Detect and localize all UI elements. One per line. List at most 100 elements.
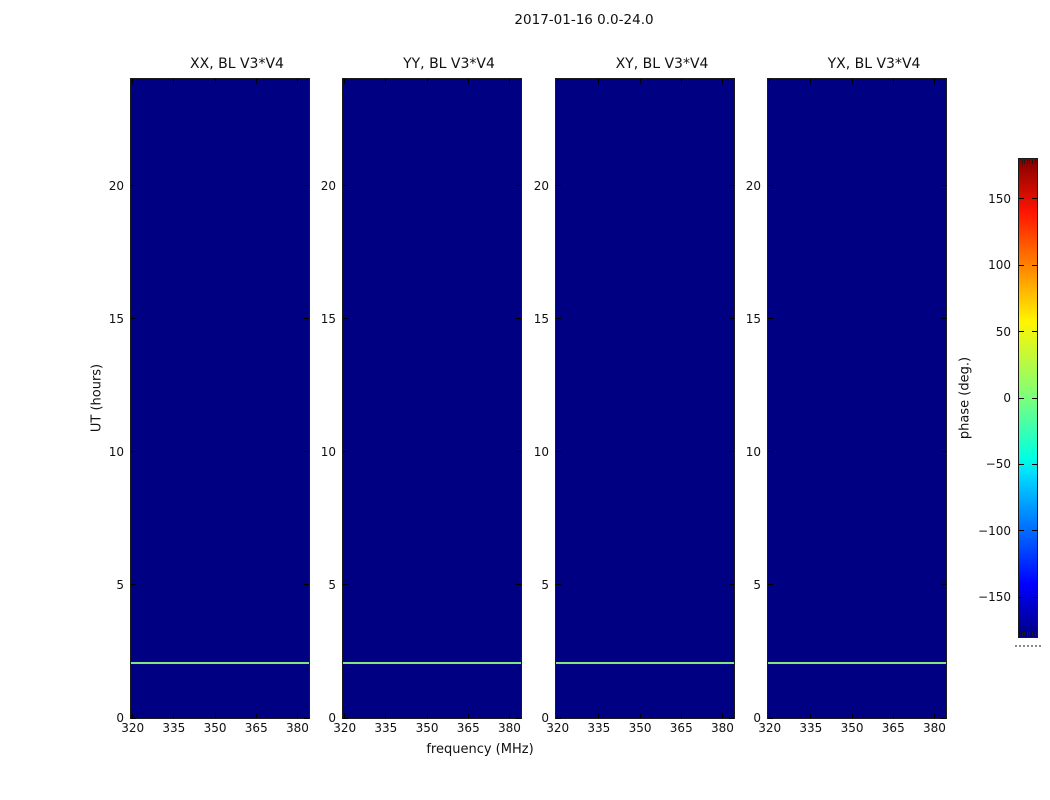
heatmap-panel [130,78,310,719]
tick-mark [1019,596,1024,598]
tick-mark [556,318,561,320]
tick-mark [598,79,600,84]
tick-mark [639,79,641,84]
panel-title: YY, BL V3*V4 [403,56,495,72]
colorbar-end-mark [1034,632,1036,636]
tick-mark [304,451,309,453]
x-tick-label: 320 [333,721,357,735]
tick-mark [810,713,812,718]
x-tick-label: 320 [121,721,145,735]
tick-mark [1019,463,1024,465]
tick-mark [941,717,946,719]
tick-mark [1019,397,1024,399]
tick-mark [516,584,521,586]
tick-mark [729,584,734,586]
y-tick-label: 20 [745,178,761,193]
phase-line [131,661,309,665]
tick-mark [385,713,387,718]
tick-mark [304,185,309,186]
x-tick-label: 365 [244,721,268,735]
colorbar-tick-label: 0 [1003,391,1011,405]
y-tick-label: 0 [541,711,549,725]
tick-mark [729,717,734,719]
y-tick-label: 10 [108,444,124,459]
tick-mark [516,185,521,186]
tick-mark [1032,198,1037,200]
x-tick-label: 365 [669,721,693,735]
tick-mark [768,185,773,186]
y-tick-label: 0 [328,711,336,725]
tick-mark [214,713,216,718]
colorbar-gradient [1018,158,1038,638]
tick-mark [892,713,894,718]
colorbar-end-mark [1024,632,1026,636]
colorbar-tick-label: 100 [988,258,1011,273]
y-tick-label: 15 [533,311,549,326]
colorbar-end-mark [1026,160,1028,164]
tick-mark [426,79,428,84]
tick-mark [768,451,773,453]
tick-mark [467,713,469,718]
tick-mark [516,717,521,719]
x-tick-label: 350 [415,721,439,735]
colorbar-tick-label: −150 [978,590,1011,605]
colorbar-end-mark [1031,632,1033,636]
panel-title: XX, BL V3*V4 [190,56,284,72]
tick-mark [680,713,682,718]
x-tick-label: 380 [923,721,946,735]
y-tick-label: 20 [108,178,124,193]
phase-line [556,661,734,665]
phase-line [768,661,946,665]
x-tick-label: 335 [374,721,398,735]
tick-mark [769,79,771,84]
x-tick-label: 380 [711,721,734,735]
tick-mark [1019,198,1024,200]
tick-mark [721,79,723,84]
y-tick-label: 10 [320,444,336,459]
colorbar-end-mark [1021,632,1023,636]
tick-mark [132,79,134,84]
tick-mark [1019,530,1024,532]
tick-mark [933,713,935,718]
tick-mark [768,584,773,586]
y-tick-label: 15 [108,311,124,326]
tick-mark [173,713,175,718]
tick-mark [639,713,641,718]
tick-mark [1032,596,1037,598]
tick-mark [556,584,561,586]
tick-mark [255,79,257,84]
tick-mark [680,79,682,84]
tick-mark [343,451,348,453]
tick-mark [296,79,298,84]
y-tick-label: 10 [745,444,761,459]
x-tick-label: 380 [286,721,309,735]
tick-mark [508,713,510,718]
colorbar-end-mark [1021,160,1023,164]
colorbar-end-mark [1029,632,1031,636]
x-tick-label: 320 [758,721,782,735]
x-tick-label: 365 [456,721,480,735]
tick-mark [344,79,346,84]
tick-mark [131,584,136,586]
tick-mark [851,79,853,84]
tick-mark [132,713,134,718]
tick-mark [343,185,348,186]
heatmap-panel [342,78,522,719]
tick-mark [173,79,175,84]
tick-mark [131,717,136,719]
tick-mark [508,79,510,84]
figure-title: 2017-01-16 0.0-24.0 [514,12,654,28]
tick-mark [343,717,348,719]
tick-mark [729,451,734,453]
tick-mark [131,318,136,320]
heatmap-panel [555,78,735,719]
y-tick-label: 20 [533,178,549,193]
tick-mark [941,318,946,320]
x-tick-label: 380 [498,721,521,735]
x-tick-label: 350 [628,721,652,735]
tick-mark [933,79,935,84]
tick-mark [851,713,853,718]
tick-mark [556,185,561,186]
y-tick-label: 5 [541,577,549,592]
tick-mark [304,318,309,320]
